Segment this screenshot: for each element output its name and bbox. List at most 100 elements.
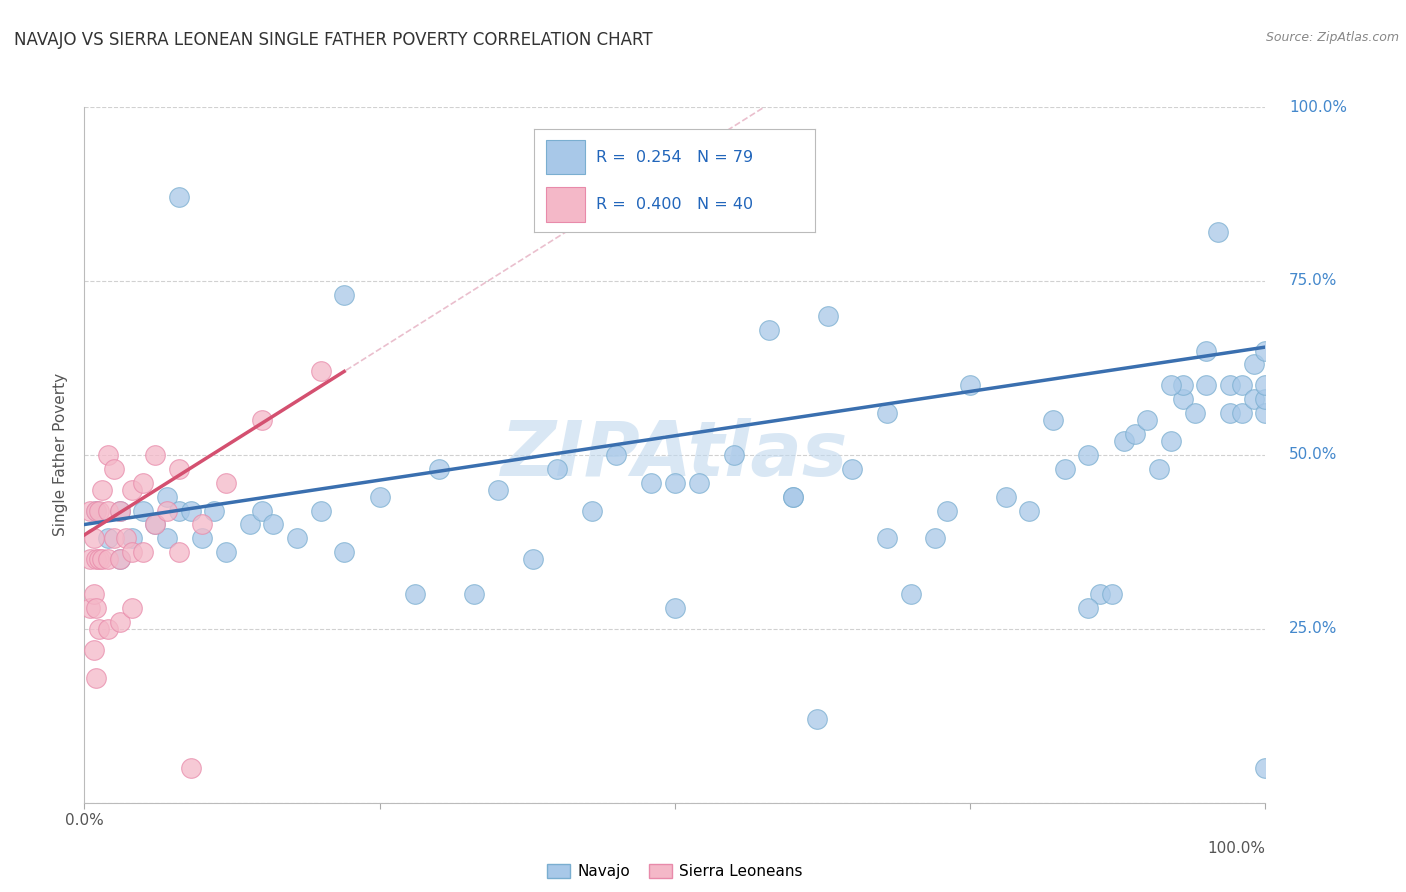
Point [121, 545, 143, 559]
FancyBboxPatch shape [546, 186, 585, 221]
Point [404, 587, 426, 601]
Point [1219, 406, 1241, 420]
Point [688, 475, 710, 490]
Point [167, 503, 190, 517]
Y-axis label: Single Father Poverty: Single Father Poverty [53, 374, 69, 536]
Point [167, 190, 190, 204]
Point [664, 475, 686, 490]
Point [664, 601, 686, 615]
Point [1101, 587, 1123, 601]
Text: 25.0%: 25.0% [1289, 622, 1337, 636]
Point [1160, 434, 1182, 448]
Point [1018, 503, 1040, 517]
Point [215, 475, 238, 490]
Point [486, 483, 509, 497]
Point [1254, 343, 1277, 358]
Point [1254, 378, 1277, 392]
Point [132, 545, 155, 559]
Point [935, 503, 957, 517]
Point [84, 671, 107, 685]
Point [156, 503, 179, 517]
Point [640, 475, 662, 490]
Point [1195, 343, 1218, 358]
Point [1171, 378, 1194, 392]
Point [79, 552, 101, 566]
Point [84, 503, 107, 517]
Point [1230, 406, 1253, 420]
Point [333, 545, 356, 559]
Point [1053, 462, 1076, 476]
Point [1136, 413, 1159, 427]
Point [1243, 358, 1265, 372]
Point [368, 490, 391, 504]
Point [79, 503, 101, 517]
Point [121, 483, 143, 497]
Point [143, 448, 166, 462]
Point [143, 517, 166, 532]
Point [202, 503, 225, 517]
Point [1077, 601, 1099, 615]
Point [758, 323, 780, 337]
Point [84, 503, 107, 517]
Point [1160, 378, 1182, 392]
Point [1254, 392, 1277, 407]
Point [87, 503, 110, 517]
Text: 100.0%: 100.0% [1289, 100, 1347, 114]
Point [333, 288, 356, 302]
Point [87, 552, 110, 566]
Point [841, 462, 863, 476]
Point [262, 517, 284, 532]
Point [806, 712, 828, 726]
Point [959, 378, 981, 392]
Point [581, 503, 603, 517]
Point [1184, 406, 1206, 420]
Point [463, 587, 485, 601]
Point [114, 532, 136, 546]
Point [1254, 761, 1277, 775]
Point [167, 462, 190, 476]
Point [1088, 587, 1111, 601]
Point [103, 532, 125, 546]
FancyBboxPatch shape [546, 139, 585, 175]
Point [132, 475, 155, 490]
Point [91, 552, 114, 566]
Point [180, 503, 202, 517]
Text: 50.0%: 50.0% [1289, 448, 1337, 462]
Point [1219, 378, 1241, 392]
Legend: Navajo, Sierra Leoneans: Navajo, Sierra Leoneans [541, 858, 808, 886]
Point [121, 532, 143, 546]
Point [239, 517, 262, 532]
Point [605, 448, 627, 462]
Point [167, 545, 190, 559]
Point [97, 503, 120, 517]
Point [876, 532, 898, 546]
Point [250, 503, 273, 517]
Point [924, 532, 946, 546]
Point [723, 448, 745, 462]
Point [522, 552, 544, 566]
Point [1195, 378, 1218, 392]
Text: R =  0.254   N = 79: R = 0.254 N = 79 [596, 150, 754, 164]
Text: 100.0%: 100.0% [1208, 841, 1265, 856]
Point [97, 622, 120, 636]
Point [1042, 413, 1064, 427]
Point [108, 503, 131, 517]
Point [1112, 434, 1135, 448]
Point [132, 503, 155, 517]
Point [1254, 406, 1277, 420]
Point [1171, 392, 1194, 407]
Point [108, 552, 131, 566]
Point [1206, 225, 1229, 239]
Point [309, 364, 332, 378]
Text: Source: ZipAtlas.com: Source: ZipAtlas.com [1265, 31, 1399, 45]
Text: R =  0.400   N = 40: R = 0.400 N = 40 [596, 197, 754, 211]
Point [309, 503, 332, 517]
Point [1230, 378, 1253, 392]
Point [84, 601, 107, 615]
Point [84, 552, 107, 566]
Point [180, 761, 202, 775]
Point [427, 462, 450, 476]
Point [97, 532, 120, 546]
Point [108, 503, 131, 517]
Point [250, 413, 273, 427]
